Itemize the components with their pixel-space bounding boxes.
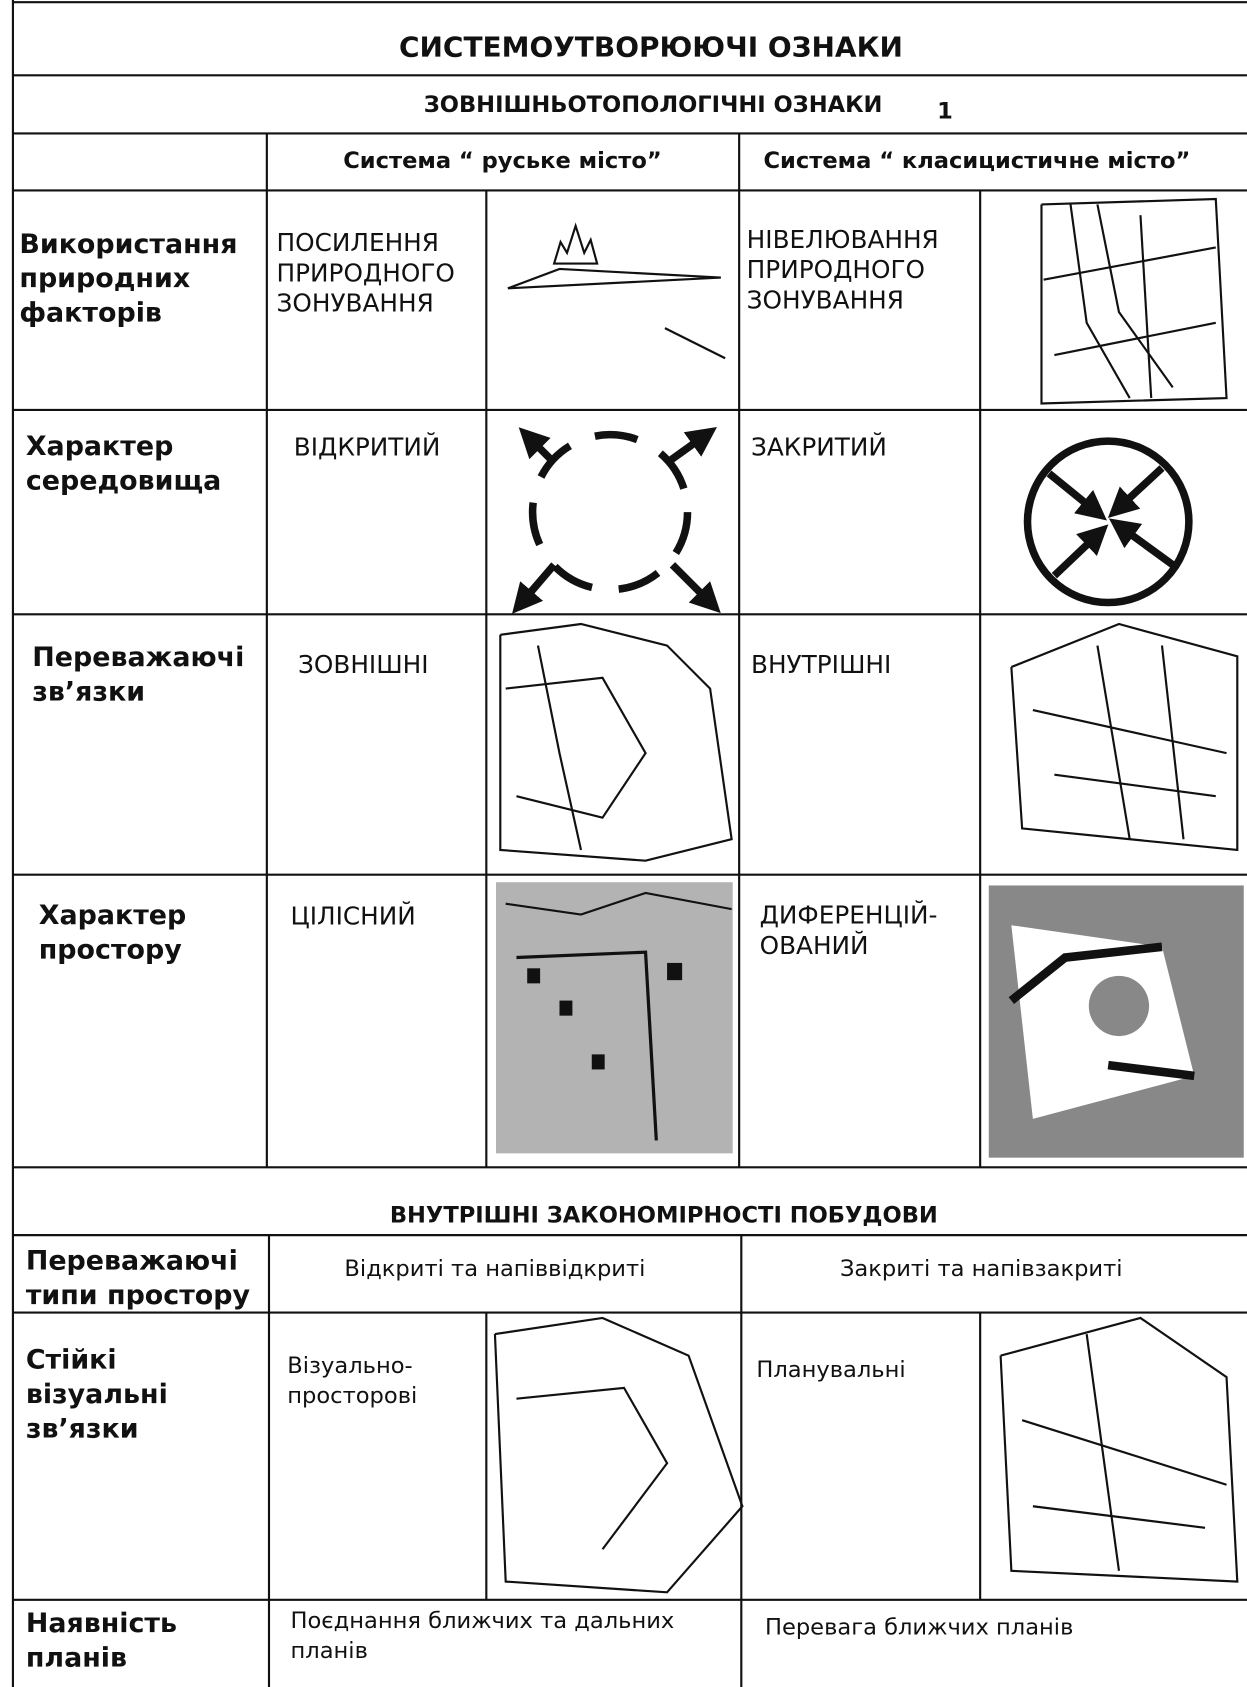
cell-text: ВНУТРІШНІ bbox=[751, 650, 891, 679]
cell-text: Планувальні bbox=[756, 1357, 905, 1383]
row-label: Переважаючі bbox=[32, 642, 244, 673]
map-sketch bbox=[493, 622, 1239, 1594]
row-label: факторів bbox=[19, 298, 162, 329]
cell-text: Поєднання ближчих та дальних bbox=[291, 1608, 675, 1634]
cell-text: ПРИРОДНОГО bbox=[747, 255, 925, 284]
row-label: середовища bbox=[26, 466, 221, 497]
section-title: ВНУТРІШНІ ЗАКОНОМІРНОСТІ ПОБУДОВИ bbox=[390, 1202, 938, 1228]
cell-text: ДИФЕРЕНЦІЙ- bbox=[760, 901, 938, 930]
cell-text: ОВАНИЙ bbox=[760, 931, 869, 960]
open-circle-icon bbox=[512, 426, 1193, 614]
row-label: Наявність bbox=[26, 1608, 177, 1639]
row-label: Стійкі bbox=[26, 1345, 117, 1376]
cell-text: НІВЕЛЮВАННЯ bbox=[747, 225, 939, 254]
cell-text: Перевага ближчих планів bbox=[765, 1614, 1073, 1640]
row-label: Характер bbox=[26, 431, 174, 462]
illustration bbox=[507, 197, 1228, 405]
marker: 1 bbox=[937, 98, 953, 124]
row-label: типи простору bbox=[26, 1280, 251, 1311]
cell-text: Закриті та напівзакриті bbox=[840, 1256, 1123, 1282]
cell-text: Візуально- bbox=[287, 1353, 412, 1379]
column-header: Система “ класицистичне місто” bbox=[764, 148, 1191, 174]
row-label: Використання bbox=[19, 229, 237, 260]
row-label: зв’язки bbox=[26, 1413, 139, 1444]
table-grid bbox=[11, 0, 1247, 1687]
cell-text: ЗОНУВАННЯ bbox=[277, 288, 434, 317]
title: СИСТЕМОУТВОРЮЮЧІ ОЗНАКИ bbox=[399, 30, 903, 63]
area-sketch bbox=[496, 882, 1244, 1158]
cell-text: ЗАКРИТИЙ bbox=[751, 433, 887, 462]
cell-text: ЦІЛІСНИЙ bbox=[291, 902, 416, 931]
row-label: візуальні bbox=[26, 1379, 168, 1410]
row-label: планів bbox=[26, 1643, 127, 1674]
cell-text: просторові bbox=[287, 1383, 417, 1409]
cells: ВикористанняприроднихфакторівПОСИЛЕННЯПР… bbox=[19, 225, 1122, 1674]
cell-text: ВІДКРИТИЙ bbox=[294, 433, 441, 462]
row-label: Переважаючі bbox=[26, 1246, 238, 1277]
cell-text: Відкриті та напіввідкриті bbox=[344, 1256, 645, 1282]
cell-text: планів bbox=[291, 1638, 368, 1664]
cell-text: ЗОНУВАННЯ bbox=[747, 285, 904, 314]
cell-text: ЗОВНІШНІ bbox=[298, 650, 429, 679]
row-label: Характер bbox=[39, 900, 187, 931]
cell-text: ПРИРОДНОГО bbox=[277, 258, 455, 287]
row-label: зв’язки bbox=[32, 676, 145, 707]
cell-text: ПОСИЛЕННЯ bbox=[277, 228, 439, 257]
row-label: природних bbox=[19, 263, 190, 294]
subtitle: ЗОВНІШНЬОТОПОЛОГІЧНІ ОЗНАКИ bbox=[424, 92, 883, 118]
column-header: Система “ руське місто” bbox=[343, 148, 661, 174]
row-label: простору bbox=[39, 935, 182, 966]
